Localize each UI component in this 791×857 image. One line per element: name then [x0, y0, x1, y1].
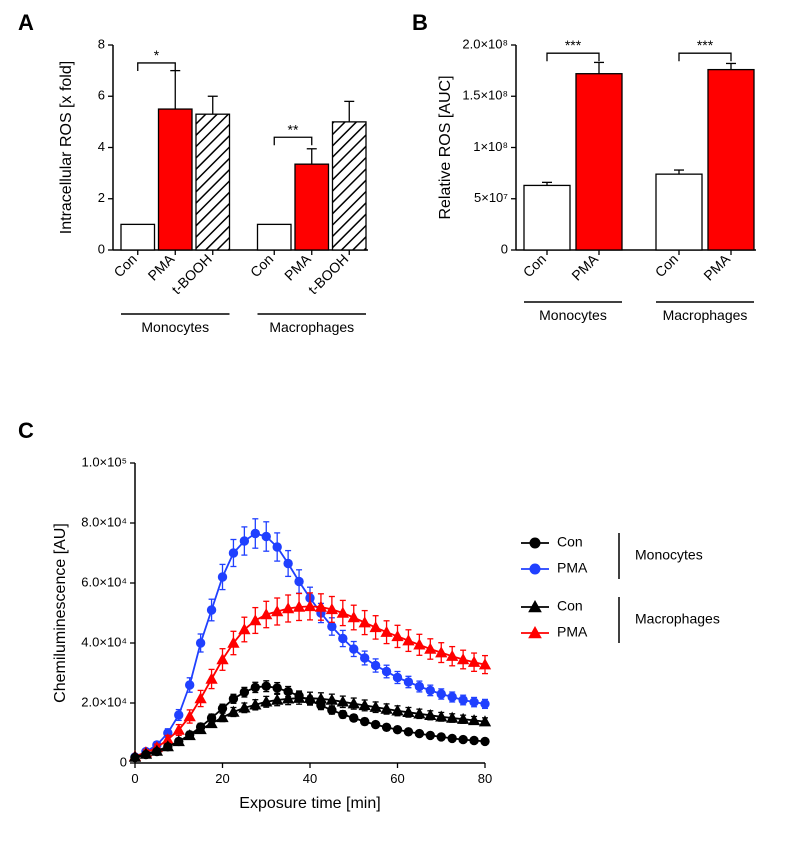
svg-text:20: 20 [215, 771, 229, 786]
svg-text:Exposure time [min]: Exposure time [min] [239, 795, 380, 812]
svg-text:60: 60 [390, 771, 404, 786]
panel-b-chart: 0 5×10⁷ 1×10⁸ 1.5×10⁸ 2.0×10⁸ Relative ROS [A… [420, 35, 780, 415]
svg-text:8.0×10⁴: 8.0×10⁴ [81, 514, 127, 529]
xtick-Macrophages-t-BOOH: t-BOOH [305, 251, 352, 298]
panel-a-label: A [18, 10, 34, 36]
svg-text:0: 0 [98, 241, 105, 256]
svg-text:4: 4 [98, 139, 105, 154]
svg-text:6: 6 [98, 88, 105, 103]
bar-Macrophages-t-BOOH [333, 122, 367, 250]
xtick-Monocytes-Con: Con [110, 251, 139, 280]
xtick-Macrophages-PMA: PMA [281, 250, 314, 283]
bar-Monocytes-PMA [159, 109, 193, 250]
bar-Macrophages-PMA [295, 164, 329, 250]
svg-text:Intracellular ROS [x fold]: Intracellular ROS [x fold] [58, 61, 75, 234]
sig-Monocytes: * [154, 47, 160, 63]
xtick-Macrophages-Con: Con [247, 251, 276, 280]
bar-Macrophages-PMA [708, 70, 754, 250]
xtick-Monocytes-PMA: PMA [145, 250, 178, 283]
legend-group-macrophages: Macrophages [635, 611, 720, 627]
panel-c-chart: 0 2.0×10⁴ 4.0×10⁴ 6.0×10⁴ 8.0×10⁴ 1.0×10⁵ 0 20 4… [35, 445, 775, 845]
xtick-Macrophages-PMA: PMA [700, 250, 733, 283]
svg-text:2.0×10⁴: 2.0×10⁴ [81, 694, 127, 709]
svg-text:1.0×10⁵: 1.0×10⁵ [81, 454, 127, 469]
svg-text:40: 40 [303, 771, 317, 786]
sig-Monocytes: *** [565, 37, 582, 53]
legend-group-monocytes: Monocytes [635, 547, 703, 563]
svg-text:8: 8 [98, 36, 105, 51]
sig-Macrophages: ** [288, 121, 299, 137]
xtick-Monocytes-Con: Con [520, 251, 549, 280]
panel-c-label: C [18, 418, 34, 444]
svg-text:0: 0 [120, 754, 127, 769]
group-label-Monocytes: Monocytes [141, 319, 209, 335]
legend-Con-Monocytes: Con [557, 534, 583, 550]
bar-Monocytes-PMA [576, 74, 622, 250]
panel-b-label: B [412, 10, 428, 36]
line-Con-Macrophages [135, 698, 485, 757]
sig-Macrophages: *** [697, 37, 714, 53]
legend-PMA-Macrophages: PMA [557, 624, 588, 640]
xtick-Monocytes-PMA: PMA [568, 250, 601, 283]
xtick-Monocytes-t-BOOH: t-BOOH [168, 251, 215, 298]
svg-text:4.0×10⁴: 4.0×10⁴ [81, 634, 127, 649]
bar-Macrophages-Con [258, 224, 292, 250]
svg-text:2: 2 [98, 190, 105, 205]
panel-a-chart: 02468Intracellular ROS [x fold]ConPMAt-B… [35, 35, 395, 415]
bar-Monocytes-Con [524, 185, 570, 250]
group-label-Monocytes: Monocytes [539, 307, 607, 323]
svg-text:0: 0 [501, 241, 508, 256]
bar-Macrophages-Con [656, 174, 702, 250]
legend-PMA-Monocytes: PMA [557, 560, 588, 576]
svg-text:Chemiluminescence [AU]: Chemiluminescence [AU] [52, 523, 69, 703]
group-label-Macrophages: Macrophages [269, 319, 354, 335]
svg-text:2.0×10⁸: 2.0×10⁸ [462, 36, 508, 51]
bar-Monocytes-t-BOOH [196, 114, 230, 250]
svg-text:6.0×10⁴: 6.0×10⁴ [81, 574, 127, 589]
svg-text:1×10⁸: 1×10⁸ [473, 139, 508, 154]
svg-text:1.5×10⁸: 1.5×10⁸ [462, 88, 508, 103]
svg-text:0: 0 [131, 771, 138, 786]
bar-Monocytes-Con [121, 224, 155, 250]
legend-Con-Macrophages: Con [557, 598, 583, 614]
svg-text:Relative ROS [AUC]: Relative ROS [AUC] [437, 75, 454, 219]
svg-text:5×10⁷: 5×10⁷ [474, 190, 508, 205]
xtick-Macrophages-Con: Con [652, 251, 681, 280]
svg-text:80: 80 [478, 771, 492, 786]
group-label-Macrophages: Macrophages [663, 307, 748, 323]
